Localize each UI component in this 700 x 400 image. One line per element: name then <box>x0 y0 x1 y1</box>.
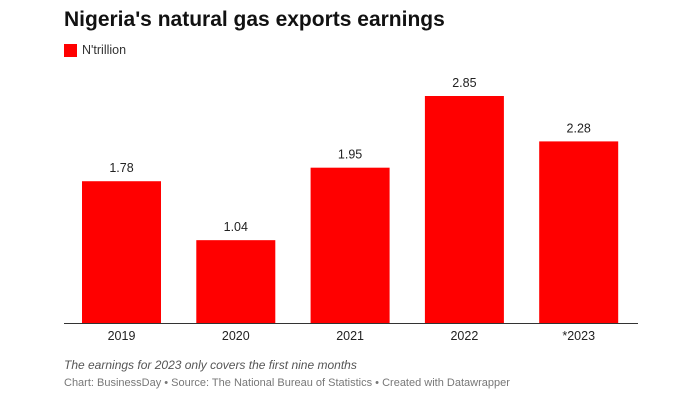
x-tick-label: 2022 <box>450 329 478 343</box>
chart-title: Nigeria's natural gas exports earnings <box>64 8 445 31</box>
bar <box>196 240 276 323</box>
value-label: 2.85 <box>452 76 476 90</box>
legend-label: N'trillion <box>82 43 127 57</box>
bar <box>539 141 619 323</box>
bar <box>310 167 390 323</box>
x-tick-label: *2023 <box>562 329 595 343</box>
bar <box>424 96 504 323</box>
bar <box>82 181 161 323</box>
chart-note: The earnings for 2023 only covers the fi… <box>64 358 357 372</box>
value-label: 1.78 <box>109 161 133 175</box>
value-label: 1.95 <box>338 148 362 162</box>
x-tick-label: 2019 <box>108 329 136 343</box>
x-tick-label: 2020 <box>222 329 250 343</box>
x-tick-label: 2021 <box>336 329 364 343</box>
value-label: 2.28 <box>567 121 591 135</box>
value-label: 1.04 <box>224 220 248 234</box>
legend-swatch <box>64 43 77 57</box>
legend: N'trillion <box>64 43 126 57</box>
chart-source: Chart: BusinessDay • Source: The Nationa… <box>64 377 510 389</box>
